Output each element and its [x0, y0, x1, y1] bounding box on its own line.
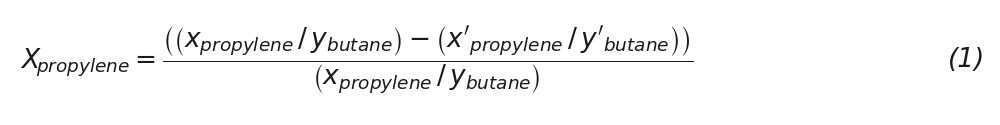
Text: $X_{\!\mathit{propylene}} = \dfrac{\left(\left(x_{\mathit{propylene}}\,/\,y_{\ma: $X_{\!\mathit{propylene}} = \dfrac{\left…: [20, 24, 693, 96]
Text: (1): (1): [948, 47, 985, 73]
